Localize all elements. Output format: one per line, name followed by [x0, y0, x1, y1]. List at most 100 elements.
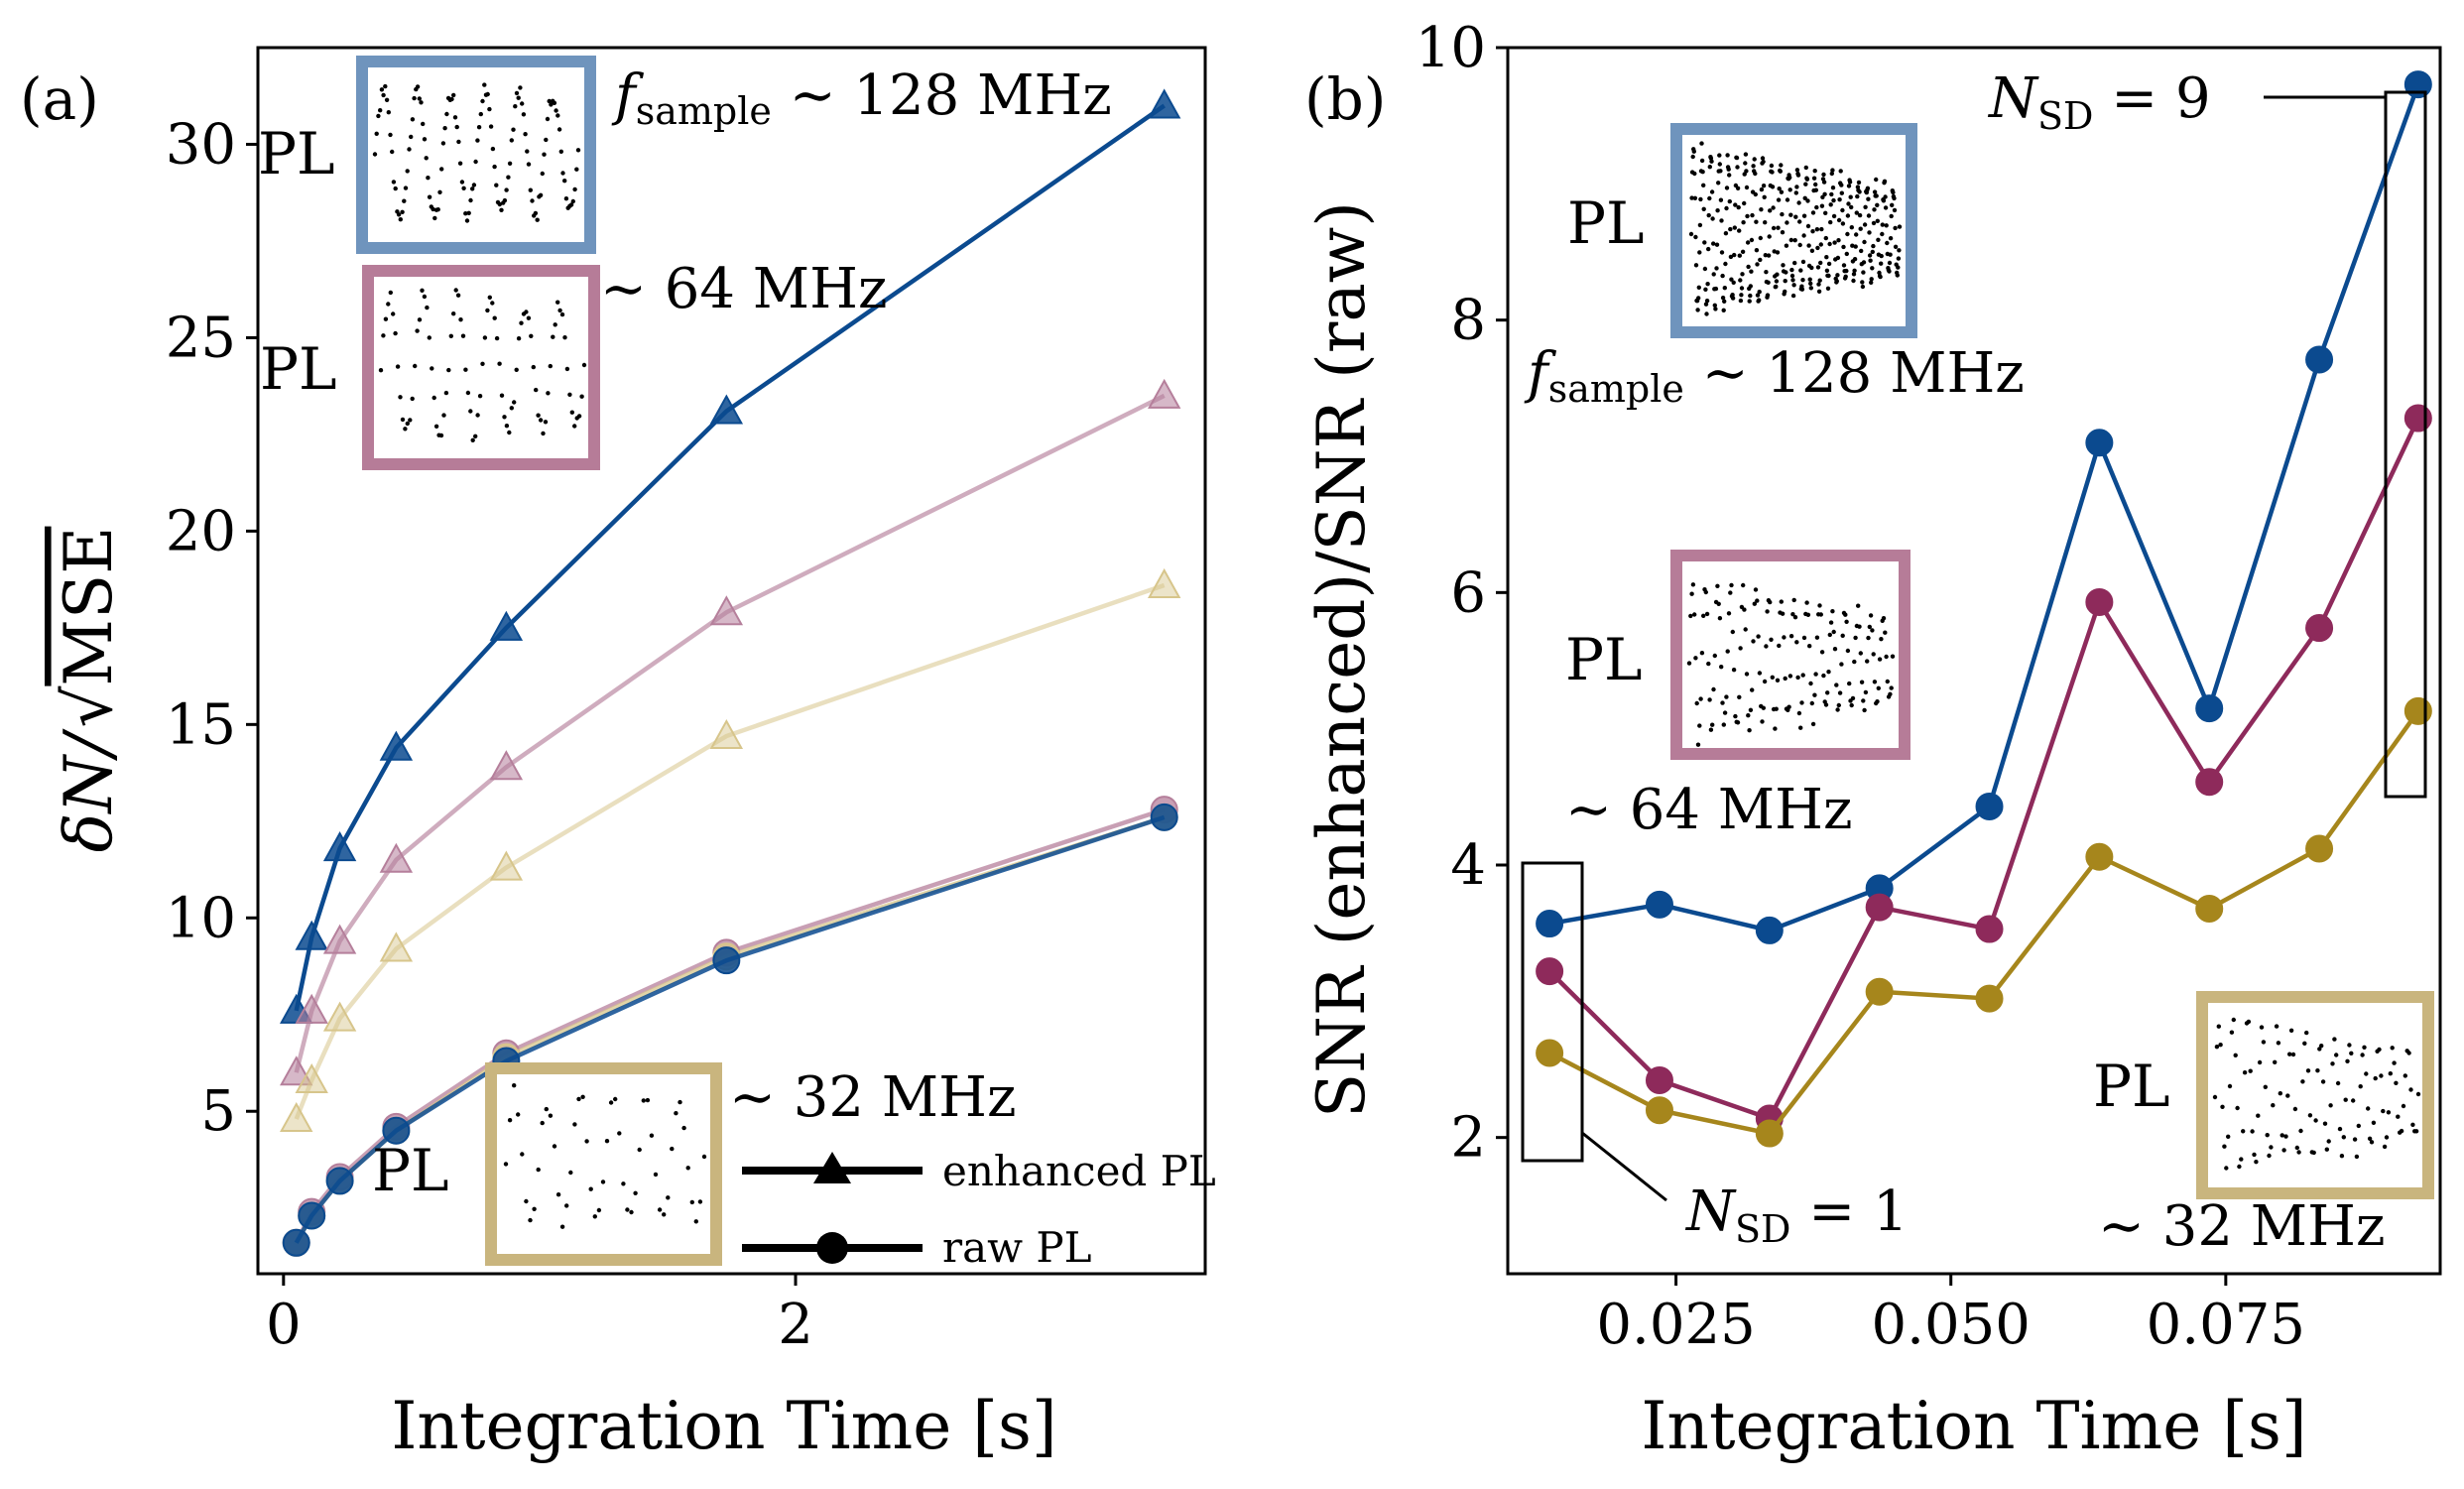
inset-dot	[617, 1131, 622, 1136]
inset-dot	[514, 367, 519, 372]
inset-dot	[1846, 184, 1852, 188]
inset-dot	[1758, 235, 1764, 241]
inset-dot	[1884, 223, 1889, 228]
data-point-triangle	[709, 718, 744, 750]
inset-dot	[2248, 1068, 2253, 1073]
inset-dot	[1826, 670, 1831, 675]
inset-dot	[543, 420, 549, 425]
inset-dot	[2379, 1073, 2384, 1078]
inset-dot	[1718, 169, 1723, 174]
inset-dot	[2307, 1113, 2313, 1118]
inset-dot	[2231, 1017, 2236, 1023]
inset-dot	[584, 1139, 589, 1144]
inset-dot	[1693, 263, 1699, 268]
inset-dot	[1767, 234, 1772, 239]
inset-dot	[1709, 189, 1715, 194]
inset-dot	[1850, 695, 1856, 701]
inset-dot	[1724, 205, 1729, 211]
inset-dot	[473, 159, 478, 165]
inset-dot	[441, 413, 446, 418]
inset-dot	[604, 1139, 610, 1144]
inset-dot	[1815, 245, 1820, 251]
data-point-circle	[2305, 834, 2334, 863]
inset-dot	[1847, 180, 1853, 185]
inset-dot	[645, 1097, 651, 1103]
inset-dot	[1741, 220, 1746, 225]
inset-dot	[1748, 293, 1753, 299]
inset-dot	[1889, 213, 1894, 219]
inset-dot	[1826, 273, 1831, 279]
inset-dot	[1883, 205, 1889, 210]
inset-dot	[440, 141, 446, 146]
inset-dot	[475, 138, 480, 143]
inset-dot	[2292, 1106, 2298, 1112]
inset-dot	[1822, 191, 1827, 196]
inset-dot	[452, 115, 458, 120]
inset-dot	[1869, 280, 1874, 285]
inset-dot	[519, 320, 524, 325]
inset-dot	[1704, 299, 1710, 304]
inset-dot	[1808, 286, 1814, 291]
inset-dot	[530, 198, 535, 203]
inset-dot	[1792, 615, 1798, 620]
inset-dot	[494, 183, 499, 187]
inset-dot	[1798, 268, 1803, 273]
data-point-triangle	[295, 1062, 328, 1094]
inset-dot	[1824, 268, 1830, 273]
inset-dot	[540, 1120, 545, 1126]
inset-dot	[454, 124, 459, 130]
inset-dot	[1870, 266, 1875, 271]
inset-dot	[2239, 1157, 2244, 1162]
inset-dot	[407, 147, 412, 152]
y-tick-label: 15	[166, 692, 236, 757]
inset-dot	[1862, 239, 1867, 245]
inset-dot	[1810, 210, 1816, 215]
inset-dot	[563, 196, 569, 201]
inset-dot	[2250, 1129, 2255, 1134]
inset-dot	[1704, 311, 1709, 316]
inset-dot	[1828, 620, 1834, 625]
inset-dot	[1787, 175, 1792, 181]
inset-dot	[1768, 599, 1773, 605]
inset-dot	[2274, 1024, 2279, 1029]
inset-dot	[1754, 219, 1759, 224]
inset-dot	[1762, 679, 1768, 684]
inset-dot	[1849, 225, 1855, 230]
freq-label-32-a: ∼ 32 MHz	[729, 1065, 1016, 1130]
inset-dot	[2222, 1144, 2227, 1149]
y-tick-label: 4	[1450, 833, 1486, 898]
inset-dot	[1735, 720, 1741, 725]
inset-dot	[1869, 277, 1874, 282]
data-point-circle	[2305, 345, 2334, 374]
inset-dot	[1701, 613, 1706, 618]
inset-dot	[547, 98, 552, 104]
inset-dot	[2345, 1058, 2350, 1064]
inset-dot	[459, 180, 465, 185]
inset-dot	[1732, 252, 1737, 258]
inset-dot	[1736, 204, 1741, 210]
inset-dot	[431, 206, 435, 212]
inset-dot	[1878, 274, 1883, 280]
inset-dot	[1857, 189, 1862, 194]
inset-dot	[1790, 278, 1795, 283]
inset-dot	[1892, 207, 1898, 213]
inset-dot	[529, 333, 534, 338]
legend-enhanced-label: enhanced PL	[942, 1147, 1216, 1195]
inset-dot	[1797, 219, 1802, 224]
inset-dot	[499, 207, 504, 212]
inset-dot	[1835, 255, 1841, 261]
inset-dot	[1789, 273, 1795, 279]
inset-dot	[1883, 194, 1888, 199]
inset-dot	[1836, 217, 1842, 223]
inset-dot	[475, 413, 480, 418]
inset-dot	[1823, 210, 1828, 215]
inset-dot	[1856, 180, 1862, 186]
inset-dot	[1703, 589, 1709, 595]
inset-dot	[1711, 686, 1716, 692]
inset-dot	[2377, 1047, 2382, 1053]
inset-dot	[1815, 265, 1821, 270]
inset-dot	[1875, 202, 1880, 207]
data-point-circle	[2195, 694, 2224, 723]
inset-dot	[1885, 679, 1891, 684]
inset-dot	[581, 362, 587, 368]
